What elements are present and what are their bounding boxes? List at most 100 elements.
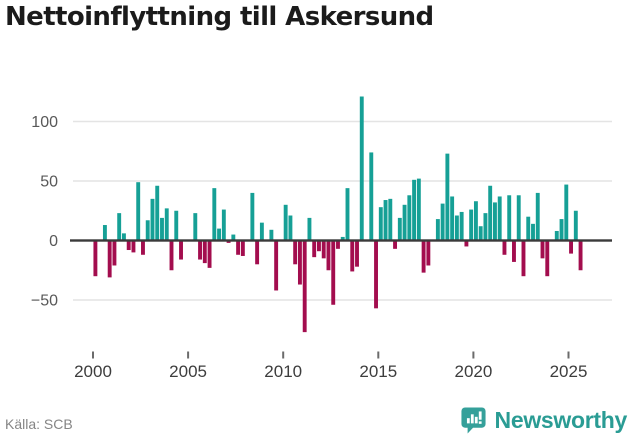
bar-2018Q2	[440, 203, 445, 241]
bar-2025Q1	[569, 240, 573, 254]
bar-2019Q4	[469, 209, 474, 241]
bar-2020Q3	[483, 213, 488, 241]
bar-2017Q1	[416, 178, 421, 241]
bar-2007Q4	[240, 240, 245, 256]
y-axis-label--50: −50	[31, 293, 58, 310]
bar-2000Q4	[107, 240, 112, 278]
bar-2012Q2	[326, 240, 331, 271]
x-axis-label-2000: 2000	[74, 362, 112, 381]
bar-2008Q4	[259, 222, 264, 241]
bar-2007Q3	[236, 240, 241, 255]
bar-2021Q1	[493, 202, 497, 241]
bar-2000Q3	[102, 225, 107, 241]
bar-2025Q3	[578, 240, 583, 271]
bar-2002Q2	[136, 182, 141, 241]
page-title: Nettoinflyttning till Askersund	[5, 2, 434, 32]
bar-2003Q4	[164, 208, 169, 241]
bar-2023Q1	[531, 223, 535, 241]
bar-2020Q2	[478, 226, 483, 241]
bar-2010Q1	[283, 204, 288, 241]
bar-2016Q4	[412, 179, 417, 241]
x-axis-label-2015: 2015	[359, 362, 397, 381]
bar-2003Q2	[155, 185, 160, 241]
zero-axis-line	[70, 239, 612, 242]
bar-2025Q2	[573, 210, 578, 241]
bar-2019Q3	[464, 240, 469, 247]
y-axis-label-100: 100	[31, 114, 58, 131]
bar-2021Q4	[507, 195, 512, 241]
bar-2008Q2	[250, 192, 255, 241]
bar-2013Q2	[345, 188, 350, 241]
bar-2020Q4	[488, 185, 493, 241]
bar-2024Q3	[559, 219, 564, 241]
bar-2005Q4	[202, 240, 207, 264]
bar-2014Q4	[374, 240, 378, 309]
bar-2021Q2	[497, 196, 502, 241]
bar-2011Q4	[317, 240, 321, 252]
bar-2011Q1	[302, 240, 307, 333]
bar-2000Q1	[93, 240, 98, 277]
x-axis-label-2025: 2025	[550, 362, 588, 381]
bar-2004Q3	[179, 240, 183, 260]
bar-2004Q1	[169, 240, 174, 271]
bar-2018Q4	[450, 196, 455, 241]
bar-2024Q4	[564, 184, 569, 241]
bar-2001Q3	[121, 233, 126, 241]
bar-2015Q1	[378, 207, 383, 241]
bar-2019Q2	[459, 211, 464, 241]
bar-2005Q3	[198, 240, 202, 260]
bar-2001Q1	[112, 240, 117, 266]
bar-2011Q2	[307, 217, 312, 241]
bar-2016Q1	[397, 217, 402, 241]
bar-2010Q4	[297, 240, 302, 285]
x-axis-label-2020: 2020	[454, 362, 492, 381]
bar-2020Q1	[473, 201, 478, 241]
newsworthy-bubble-icon	[460, 407, 486, 434]
bar-2023Q2	[535, 192, 540, 241]
bar-2001Q2	[117, 213, 122, 241]
bar-2002Q3	[141, 240, 145, 255]
bar-2010Q3	[293, 240, 298, 265]
bar-2006Q2	[212, 188, 217, 241]
newsworthy-logo[interactable]: Newsworthy	[460, 406, 627, 434]
bar-2002Q4	[145, 220, 150, 241]
bar-2006Q4	[221, 209, 226, 241]
x-axis-label-2005: 2005	[169, 362, 207, 381]
bar-2012Q1	[321, 240, 326, 259]
bar-2006Q3	[217, 228, 222, 241]
bar-2015Q2	[383, 200, 388, 241]
source-label: Källa: SCB	[5, 416, 73, 432]
bar-2023Q3	[540, 240, 545, 259]
bar-2001Q4	[126, 240, 131, 251]
bar-2019Q1	[454, 215, 459, 241]
bar-2017Q3	[426, 240, 431, 266]
bar-2023Q4	[545, 240, 550, 277]
bar-2022Q3	[521, 240, 526, 277]
y-axis-label-50: 50	[40, 174, 58, 191]
x-axis-label-2010: 2010	[264, 362, 302, 381]
bar-2018Q3	[445, 153, 450, 241]
bar-2015Q4	[393, 240, 398, 249]
bar-2011Q3	[312, 240, 317, 258]
bar-2012Q3	[331, 240, 336, 305]
bar-2008Q3	[255, 240, 260, 265]
newsworthy-wordmark: Newsworthy	[494, 406, 628, 433]
bar-2004Q2	[174, 210, 179, 241]
bar-2022Q1	[512, 240, 516, 262]
bar-2002Q1	[131, 240, 136, 253]
bar-2022Q4	[526, 216, 531, 241]
bar-2022Q2	[516, 195, 521, 241]
bar-2009Q2	[269, 229, 274, 241]
bar-2017Q2	[421, 240, 426, 273]
bar-2013Q1	[340, 236, 345, 241]
bar-2006Q1	[207, 240, 212, 268]
bar-2010Q2	[288, 215, 293, 241]
bar-2024Q2	[554, 230, 559, 241]
y-axis-label-0: 0	[49, 233, 58, 250]
bar-2021Q3	[502, 240, 507, 255]
bar-2003Q1	[150, 198, 155, 241]
bar-2016Q3	[407, 195, 412, 241]
bar-2015Q3	[388, 198, 393, 241]
